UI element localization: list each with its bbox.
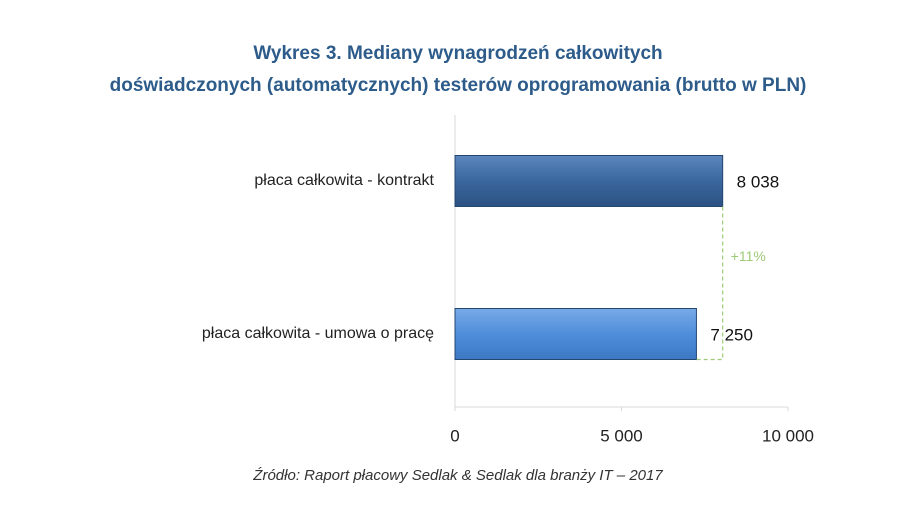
y-tick-label: płaca całkowita - umowa o pracę: [202, 325, 434, 342]
source: Źródło: Raport płacowy Sedlak & Sedlak d…: [252, 467, 663, 484]
annotation-connector: [696, 206, 724, 361]
x-tick-label: 5 000: [600, 426, 643, 445]
value-label: 8 038: [737, 172, 780, 191]
chart-title: doświadczonych (automatycznych) testerów…: [110, 75, 807, 96]
chart-title: Wykres 3. Mediany wynagrodzeń całkowityc…: [253, 43, 662, 64]
y-tick-label: płaca całkowita - kontrakt: [254, 172, 434, 189]
x-tick-label: 0: [450, 426, 459, 445]
value-label: 7 250: [710, 325, 753, 344]
annotation: +11%: [731, 248, 766, 264]
x-tick-label: 10 000: [762, 426, 814, 445]
bar: [454, 155, 724, 207]
bar: [454, 308, 697, 360]
